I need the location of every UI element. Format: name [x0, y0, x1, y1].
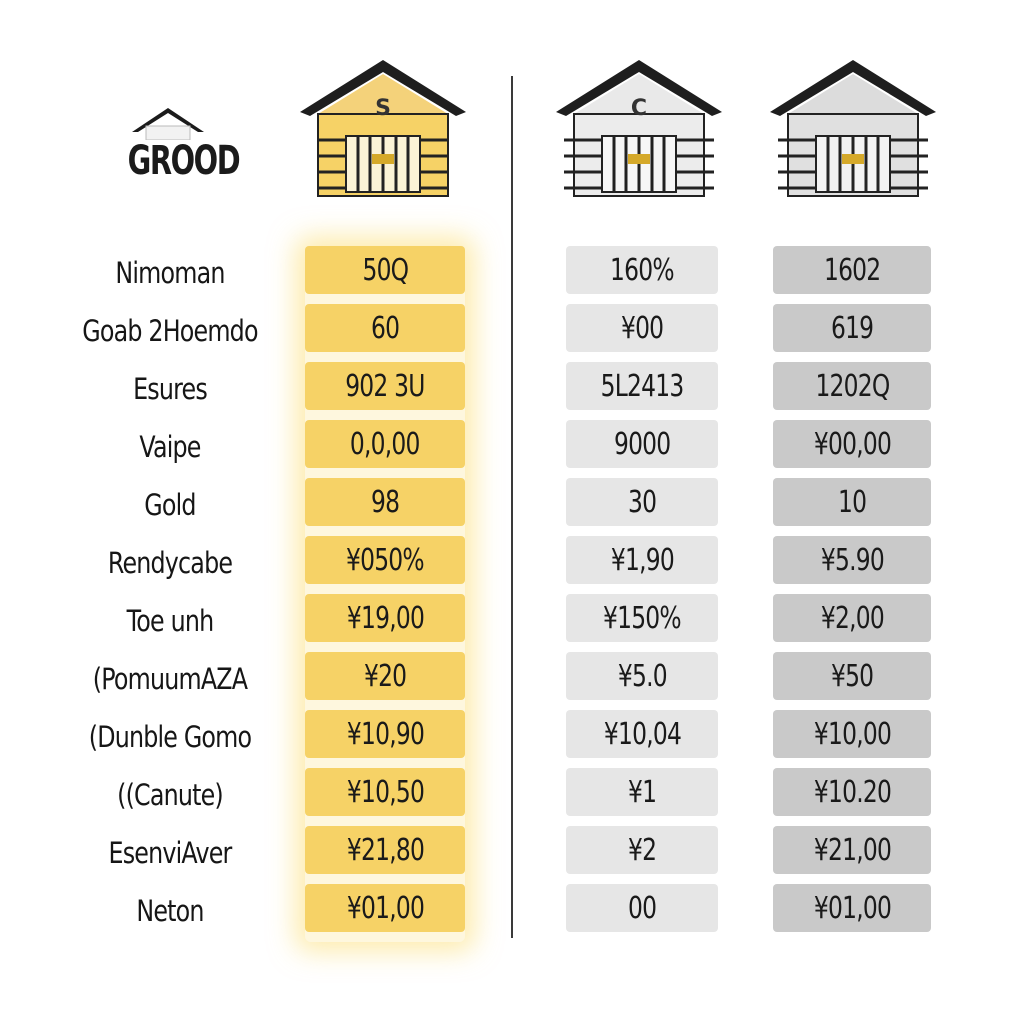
silver-cell-value: 160%: [610, 252, 675, 288]
gray-cell: 619: [773, 304, 931, 352]
row-label: Esures: [133, 372, 208, 406]
gray-cell-value: ¥01,00: [813, 890, 891, 926]
silver-cell-value: 5L2413: [600, 368, 685, 404]
silver-cell-value: 00: [627, 890, 657, 926]
gray-cell: ¥00,00: [773, 420, 931, 468]
row-label: ((Canute): [117, 778, 224, 812]
gray-cell-value: ¥5.90: [820, 542, 884, 578]
silver-cell-value: 9000: [613, 426, 671, 462]
gold-cell-value: 98: [370, 484, 400, 520]
gold-cell: 0,0,00: [305, 420, 465, 468]
gray-cell: ¥10.20: [773, 768, 931, 816]
silver-cell: ¥150%: [566, 594, 718, 642]
small-house-icon: [132, 108, 204, 140]
gold-cell: 98: [305, 478, 465, 526]
gold-cell: ¥20: [305, 652, 465, 700]
gray-cell-value: ¥10.20: [813, 774, 891, 810]
gold-cell: ¥10,50: [305, 768, 465, 816]
row-label: Gold: [144, 488, 196, 522]
gray-cell: ¥2,00: [773, 594, 931, 642]
gold-cell: ¥21,80: [305, 826, 465, 874]
row-labels: Nimoman Goab 2Hoemdo Esures Vaipe Gold R…: [60, 246, 280, 942]
row-label: Nimoman: [115, 256, 225, 290]
gray-cell-value: 1202Q: [814, 368, 890, 404]
gold-cell: ¥10,90: [305, 710, 465, 758]
row-label: Rendycabe: [107, 546, 233, 580]
silver-cell: ¥2: [566, 826, 718, 874]
gray-cell: 10: [773, 478, 931, 526]
gray-cell: ¥01,00: [773, 884, 931, 932]
silver-cell: 9000: [566, 420, 718, 468]
gold-cell: ¥01,00: [305, 884, 465, 932]
silver-cell-value: ¥2: [627, 832, 657, 868]
silver-cell: 160%: [566, 246, 718, 294]
silver-cell-value: ¥00: [620, 310, 664, 346]
gold-cell: 902 3U: [305, 362, 465, 410]
silver-cell: 00: [566, 884, 718, 932]
gray-cell-value: 1602: [823, 252, 881, 288]
gray-cell: ¥10,00: [773, 710, 931, 758]
silver-cell: ¥10,04: [566, 710, 718, 758]
gold-cell-value: 902 3U: [345, 368, 425, 404]
column-divider: [511, 76, 513, 938]
gold-cell: 60: [305, 304, 465, 352]
silver-cell: 5L2413: [566, 362, 718, 410]
silver-cell-value: ¥5.0: [617, 658, 668, 694]
gold-house-badge: S: [375, 96, 391, 121]
gray-cell-value: ¥50: [830, 658, 874, 694]
gray-column: 1602 619 1202Q ¥00,00 10 ¥5.90 ¥2,00 ¥50…: [773, 246, 931, 942]
row-label: EsenviAver: [108, 836, 233, 870]
gold-cell-value: ¥10,50: [346, 774, 424, 810]
brand: GROOD: [112, 104, 241, 200]
gray-house-icon: [770, 58, 936, 198]
row-label: Goab 2Hoemdo: [82, 314, 258, 348]
row-label: Neton: [136, 894, 204, 928]
silver-cell: ¥1: [566, 768, 718, 816]
silver-cell: ¥5.0: [566, 652, 718, 700]
gray-cell-value: ¥2,00: [820, 600, 884, 636]
silver-column: 160% ¥00 5L2413 9000 30 ¥1,90 ¥150% ¥5.0…: [566, 246, 718, 942]
gray-cell-value: ¥10,00: [813, 716, 891, 752]
silver-house-badge: C: [630, 96, 648, 121]
gold-cell-value: ¥21,80: [346, 832, 424, 868]
silver-cell-value: ¥10,04: [603, 716, 681, 752]
silver-cell: 30: [566, 478, 718, 526]
gray-cell: 1202Q: [773, 362, 931, 410]
gray-cell-value: ¥21,00: [813, 832, 891, 868]
gray-cell-value: 10: [837, 484, 867, 520]
silver-cell-value: ¥1,90: [610, 542, 674, 578]
silver-house-icon: C: [556, 58, 722, 198]
gray-cell-value: 619: [830, 310, 874, 346]
gold-cell-value: ¥19,00: [346, 600, 424, 636]
silver-cell-value: 30: [627, 484, 657, 520]
gold-cell-value: ¥10,90: [346, 716, 424, 752]
gray-cell: ¥21,00: [773, 826, 931, 874]
silver-cell-value: ¥150%: [603, 600, 682, 636]
gold-cell-value: ¥050%: [346, 542, 425, 578]
gold-cell-value: 0,0,00: [350, 426, 421, 462]
silver-cell-value: ¥1: [627, 774, 657, 810]
gold-cell-value: 60: [370, 310, 400, 346]
silver-cell: ¥00: [566, 304, 718, 352]
gray-cell: ¥50: [773, 652, 931, 700]
gold-cell-value: ¥20: [363, 658, 407, 694]
row-label: (PomuumAZA: [92, 662, 248, 696]
silver-cell: ¥1,90: [566, 536, 718, 584]
gold-cell-value: ¥01,00: [346, 890, 424, 926]
gold-house-icon: S: [300, 58, 466, 198]
gold-cell: ¥19,00: [305, 594, 465, 642]
row-label: (Dunble Gomo: [88, 720, 252, 754]
gray-cell: ¥5.90: [773, 536, 931, 584]
gold-cell: ¥050%: [305, 536, 465, 584]
gold-cell: 50Q: [305, 246, 465, 294]
row-label: Toe unh: [126, 604, 215, 638]
brand-title: GROOD: [127, 138, 241, 184]
row-label: Vaipe: [139, 430, 201, 464]
gray-cell-value: ¥00,00: [813, 426, 891, 462]
gray-cell: 1602: [773, 246, 931, 294]
gold-column: 50Q 60 902 3U 0,0,00 98 ¥050% ¥19,00 ¥20…: [305, 246, 465, 942]
gold-cell-value: 50Q: [362, 252, 409, 288]
